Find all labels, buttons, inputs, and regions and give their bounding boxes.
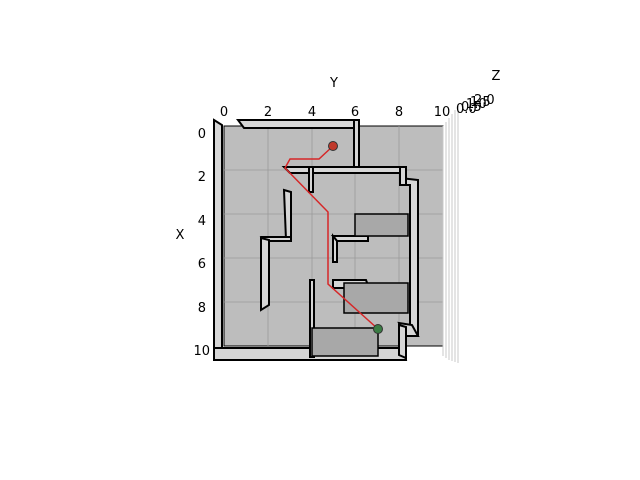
wall-row2-stub [308,166,314,193]
wall-v-mid [332,233,338,263]
x-tick: 2 [198,170,206,185]
y-tick-labels: 0 2 4 6 8 10 [220,105,450,120]
z-tick: 2.0 [474,93,495,108]
start-marker [328,141,338,151]
x-tick: 8 [198,301,206,316]
z-tick-labels: 0.0 0.5 1.0 1.5 2.0 [456,93,495,117]
y-tick: 6 [351,105,359,120]
x-tick: 4 [198,214,206,229]
y-axis-label: Y [329,76,338,91]
y-tick: 2 [264,105,272,120]
wall-right-stub [399,166,407,186]
y-tick: 10 [434,105,451,120]
z-tick: 0.5 [461,100,482,115]
wall-row2 [281,166,407,174]
x-axis-label: X [176,228,185,243]
x-tick: 6 [198,257,206,272]
wall-left [213,118,223,360]
wall-bottom-right-post [398,323,407,360]
goal-marker [373,324,383,334]
z-tick: 1.0 [466,97,487,112]
z-axis-pane [442,106,459,363]
block-bottom [311,327,379,357]
wall-top [236,119,359,129]
x-tick-labels: 0 2 4 6 8 10 [193,127,210,359]
path-line [284,145,379,330]
block-middle [343,282,409,314]
wall-top-right-post [353,119,360,171]
wall-v-left2 [260,236,270,312]
z-tick: 0.0 [456,102,477,117]
y-tick: 0 [220,105,228,120]
z-axis-label: Z [492,69,501,84]
block-upper [354,213,409,237]
x-tick: 10 [193,344,210,359]
y-tick: 4 [308,105,316,120]
x-tick: 0 [198,127,206,142]
y-tick: 8 [395,105,403,120]
wall-v-left [282,188,292,241]
z-tick: 1.5 [470,95,491,110]
